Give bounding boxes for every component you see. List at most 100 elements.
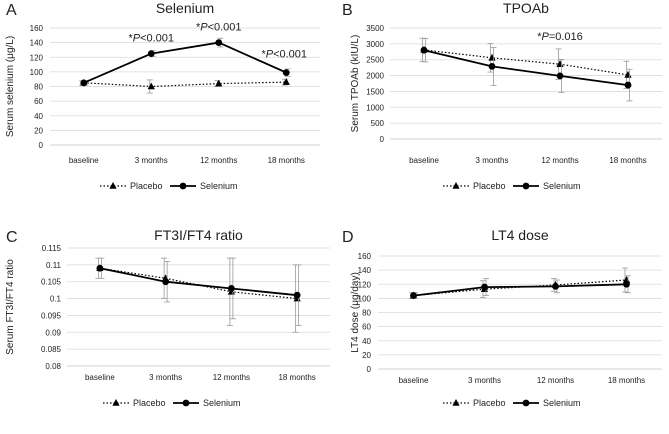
y-tick-label: 60 (362, 323, 371, 332)
y-axis-label: Serum TPOAb (kIU/L) (350, 35, 361, 133)
x-tick-label: 18 months (268, 156, 305, 165)
x-tick-label: 3 months (149, 373, 182, 382)
chart-panel-b: B TPOAb Serum TPOAb (kIU/L) 0 500 1000 1500 200… (342, 0, 662, 191)
y-tick-label: 120 (358, 280, 372, 289)
data-point-placebo (147, 82, 155, 90)
x-tick-label: baseline (85, 373, 115, 382)
panel-label: D (342, 229, 354, 246)
chart-title: Selenium (156, 0, 214, 16)
legend-label: Placebo (473, 181, 506, 191)
data-point-placebo (282, 78, 290, 85)
y-tick-label: 0 (39, 141, 44, 150)
data-point-selenium (420, 46, 428, 54)
data-point-selenium (80, 79, 88, 87)
legend-label: Placebo (133, 398, 166, 408)
p-value: <0.001 (208, 22, 242, 34)
series-line-selenium (413, 283, 627, 297)
legend-label: Placebo (473, 398, 506, 408)
p-symbol: P (200, 22, 208, 34)
y-tick-label: 160 (358, 252, 372, 261)
panel-label: C (6, 229, 18, 246)
y-tick-label: 80 (362, 309, 371, 318)
x-tick-label: 18 months (278, 373, 315, 382)
legend-label: Selenium (543, 181, 581, 191)
legend-label: Selenium (200, 181, 238, 191)
x-tick-label: 3 months (135, 156, 168, 165)
legend-marker-placebo (109, 182, 117, 189)
series-line-selenium (83, 41, 287, 84)
y-tick-label: 0.105 (41, 278, 62, 287)
y-tick-label: 20 (34, 126, 43, 135)
chart-panel-a: A Selenium Serum selenium (μg/L) 0 20 40 60 80 1… (5, 0, 320, 191)
significance-star: * (196, 22, 201, 34)
data-point-selenium (624, 81, 632, 89)
p-value: <0.001 (273, 49, 307, 61)
legend-label: Placebo (130, 181, 163, 191)
y-tick-label: 500 (371, 119, 385, 128)
y-tick-label: 0 (367, 365, 372, 374)
chart-panel-d: D LT4 dose LT4 dose (μg/day) 0 20 40 60 80 100 12… (342, 227, 662, 408)
data-point-selenium (552, 282, 559, 290)
chart-title: TPOAb (503, 0, 549, 16)
significance-star: * (261, 49, 266, 61)
p-value: <0.001 (140, 33, 174, 45)
chart-title: LT4 dose (491, 227, 549, 243)
y-tick-label: 3500 (366, 24, 384, 33)
y-tick-label: 1000 (366, 103, 384, 112)
x-tick-label: 3 months (468, 376, 501, 385)
p-value: =0.016 (549, 31, 583, 43)
legend-marker-selenium (522, 399, 530, 407)
y-tick-label: 60 (34, 97, 43, 106)
x-tick-label: 18 months (609, 156, 646, 165)
y-tick-label: 0 (380, 135, 385, 144)
x-tick-label: 3 months (476, 156, 509, 165)
legend-label: Selenium (543, 398, 581, 408)
y-tick-label: 80 (34, 83, 43, 92)
y-tick-label: 40 (362, 337, 371, 346)
y-axis-label: Serum selenium (μg/L) (5, 36, 16, 137)
significance-label: *P=0.016 (537, 31, 583, 43)
y-tick-label: 0.1 (50, 295, 62, 304)
y-tick-label: 100 (358, 294, 372, 303)
x-tick-label: baseline (399, 376, 429, 385)
p-symbol: P (133, 33, 141, 45)
panel-label: B (342, 2, 353, 19)
legend-label: Selenium (203, 398, 241, 408)
significance-label: *P<0.001 (261, 49, 307, 61)
series-line-placebo (83, 81, 287, 88)
series-line-placebo (413, 279, 627, 297)
y-tick-label: 3000 (366, 40, 384, 49)
y-tick-label: 1500 (366, 87, 384, 96)
y-tick-label: 40 (34, 112, 43, 121)
x-tick-label: 18 months (608, 376, 645, 385)
p-symbol: P (266, 49, 274, 61)
series-line-selenium (423, 49, 629, 86)
y-tick-label: 2000 (366, 72, 384, 81)
data-point-selenium (215, 39, 223, 47)
series-line-placebo (99, 267, 298, 300)
legend-marker-placebo (452, 399, 460, 406)
significance-label: *P<0.001 (196, 22, 242, 34)
y-tick-label: 120 (30, 53, 44, 62)
significance-label: *P<0.001 (128, 33, 174, 45)
legend-marker-selenium (522, 182, 530, 190)
y-tick-label: 140 (358, 266, 372, 275)
data-point-selenium (488, 62, 496, 70)
y-tick-label: 0.085 (41, 345, 62, 354)
y-tick-label: 2500 (366, 56, 384, 65)
x-tick-label: 12 months (200, 156, 237, 165)
legend-marker-placebo (112, 399, 120, 406)
p-symbol: P (541, 31, 549, 43)
x-tick-label: baseline (69, 156, 99, 165)
chart-panel-c: C FT3I/FT4 ratio Serum FT3I/FT4 ratio 0.08 0… (5, 227, 330, 408)
panel-label: A (6, 2, 17, 19)
data-point-placebo (488, 53, 496, 61)
data-point-selenium (410, 292, 417, 299)
x-tick-label: 12 months (541, 156, 578, 165)
data-point-placebo (215, 79, 223, 87)
data-point-selenium (147, 50, 155, 57)
legend-marker-placebo (452, 182, 460, 189)
legend-marker-selenium (182, 399, 190, 407)
data-point-selenium (481, 283, 488, 291)
